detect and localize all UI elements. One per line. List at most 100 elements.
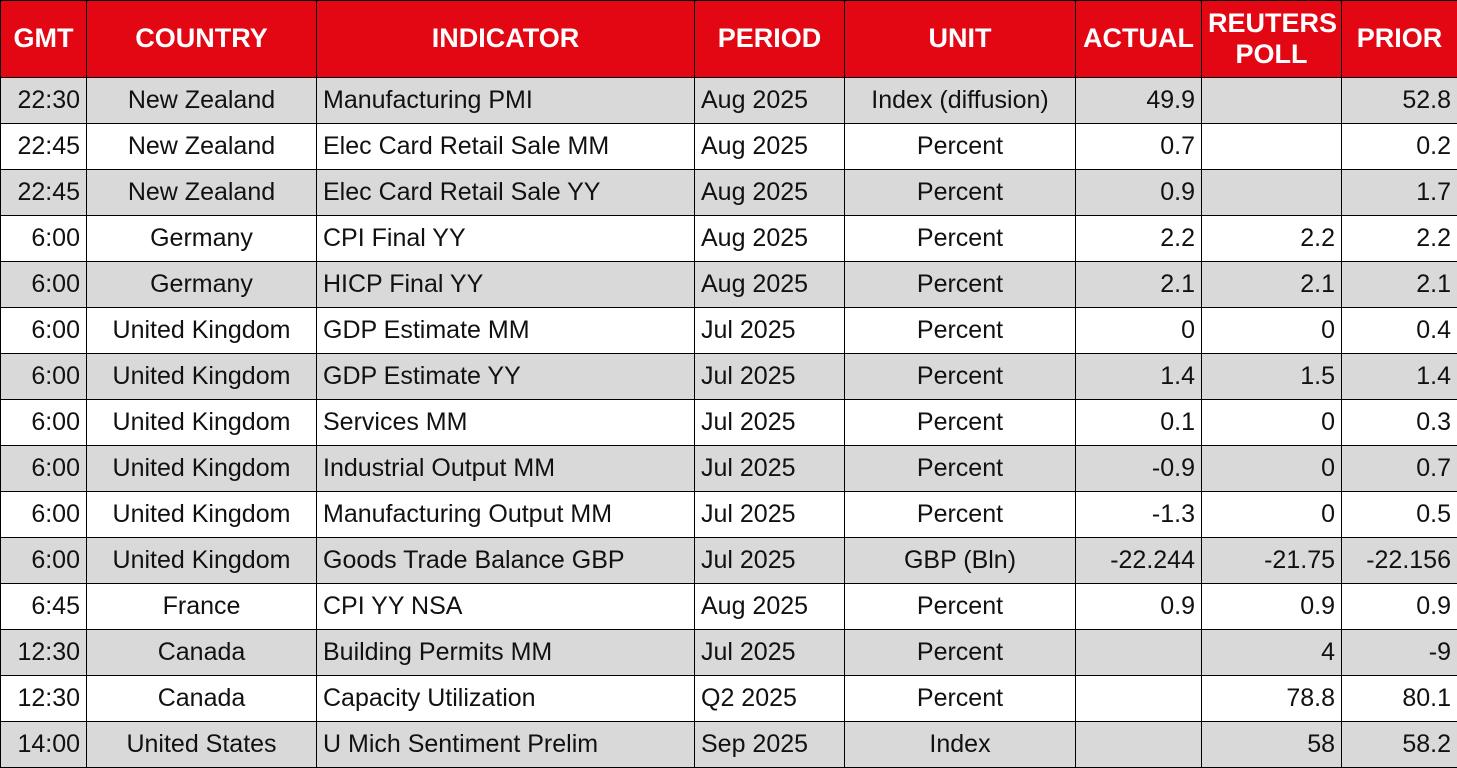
cell-gmt: 6:00 xyxy=(1,308,87,354)
cell-actual xyxy=(1076,676,1202,722)
cell-prior: 52.8 xyxy=(1342,78,1457,124)
cell-country: United Kingdom xyxy=(87,354,317,400)
cell-reuters-poll xyxy=(1202,78,1342,124)
cell-indicator: CPI YY NSA xyxy=(317,584,695,630)
cell-gmt: 12:30 xyxy=(1,630,87,676)
cell-unit: Percent xyxy=(845,584,1076,630)
cell-period: Aug 2025 xyxy=(695,584,845,630)
cell-actual: -0.9 xyxy=(1076,446,1202,492)
cell-unit: Percent xyxy=(845,216,1076,262)
cell-country: France xyxy=(87,584,317,630)
cell-period: Jul 2025 xyxy=(695,354,845,400)
cell-reuters-poll: 0 xyxy=(1202,400,1342,446)
cell-reuters-poll: 0 xyxy=(1202,308,1342,354)
cell-actual: -22.244 xyxy=(1076,538,1202,584)
cell-gmt: 14:00 xyxy=(1,722,87,768)
cell-period: Q2 2025 xyxy=(695,676,845,722)
cell-unit: Percent xyxy=(845,262,1076,308)
cell-prior: 1.4 xyxy=(1342,354,1457,400)
cell-indicator: HICP Final YY xyxy=(317,262,695,308)
cell-actual: 0.9 xyxy=(1076,584,1202,630)
cell-actual: 1.4 xyxy=(1076,354,1202,400)
cell-actual xyxy=(1076,630,1202,676)
cell-country: United States xyxy=(87,722,317,768)
cell-gmt: 6:00 xyxy=(1,216,87,262)
cell-actual xyxy=(1076,722,1202,768)
cell-period: Aug 2025 xyxy=(695,262,845,308)
cell-indicator: Services MM xyxy=(317,400,695,446)
cell-period: Jul 2025 xyxy=(695,492,845,538)
cell-prior: 0.3 xyxy=(1342,400,1457,446)
cell-prior: 58.2 xyxy=(1342,722,1457,768)
cell-actual: 49.9 xyxy=(1076,78,1202,124)
cell-period: Aug 2025 xyxy=(695,124,845,170)
cell-indicator: CPI Final YY xyxy=(317,216,695,262)
cell-reuters-poll xyxy=(1202,170,1342,216)
header-period: PERIOD xyxy=(695,1,845,78)
cell-indicator: Elec Card Retail Sale YY xyxy=(317,170,695,216)
cell-indicator: Capacity Utilization xyxy=(317,676,695,722)
cell-gmt: 6:45 xyxy=(1,584,87,630)
cell-period: Jul 2025 xyxy=(695,400,845,446)
cell-actual: 0.7 xyxy=(1076,124,1202,170)
cell-unit: Percent xyxy=(845,170,1076,216)
cell-unit: Percent xyxy=(845,446,1076,492)
cell-reuters-poll: -21.75 xyxy=(1202,538,1342,584)
cell-period: Aug 2025 xyxy=(695,78,845,124)
cell-unit: Percent xyxy=(845,676,1076,722)
cell-unit: Percent xyxy=(845,354,1076,400)
cell-prior: 0.5 xyxy=(1342,492,1457,538)
cell-period: Jul 2025 xyxy=(695,538,845,584)
cell-reuters-poll: 58 xyxy=(1202,722,1342,768)
cell-indicator: Goods Trade Balance GBP xyxy=(317,538,695,584)
cell-actual: 2.1 xyxy=(1076,262,1202,308)
cell-period: Sep 2025 xyxy=(695,722,845,768)
cell-gmt: 6:00 xyxy=(1,354,87,400)
header-gmt: GMT xyxy=(1,1,87,78)
cell-reuters-poll: 2.2 xyxy=(1202,216,1342,262)
cell-indicator: U Mich Sentiment Prelim xyxy=(317,722,695,768)
cell-unit: Percent xyxy=(845,492,1076,538)
cell-reuters-poll xyxy=(1202,124,1342,170)
header-actual: ACTUAL xyxy=(1076,1,1202,78)
cell-period: Jul 2025 xyxy=(695,308,845,354)
cell-gmt: 6:00 xyxy=(1,446,87,492)
cell-unit: GBP (Bln) xyxy=(845,538,1076,584)
cell-prior: 0.9 xyxy=(1342,584,1457,630)
cell-indicator: Industrial Output MM xyxy=(317,446,695,492)
cell-gmt: 22:45 xyxy=(1,170,87,216)
cell-country: United Kingdom xyxy=(87,538,317,584)
cell-country: Canada xyxy=(87,676,317,722)
header-row: GMT COUNTRY INDICATOR PERIOD UNIT ACTUAL… xyxy=(1,1,1457,78)
header-country: COUNTRY xyxy=(87,1,317,78)
cell-unit: Percent xyxy=(845,124,1076,170)
cell-indicator: Manufacturing Output MM xyxy=(317,492,695,538)
cell-period: Jul 2025 xyxy=(695,446,845,492)
cell-reuters-poll: 78.8 xyxy=(1202,676,1342,722)
cell-actual: 0.9 xyxy=(1076,170,1202,216)
cell-prior: 0.2 xyxy=(1342,124,1457,170)
cell-gmt: 6:00 xyxy=(1,492,87,538)
cell-country: United Kingdom xyxy=(87,492,317,538)
cell-country: Canada xyxy=(87,630,317,676)
cell-reuters-poll: 0 xyxy=(1202,446,1342,492)
header-poll-line2: POLL xyxy=(1208,39,1335,70)
header-poll-line1: REUTERS xyxy=(1208,8,1335,39)
cell-reuters-poll: 0.9 xyxy=(1202,584,1342,630)
cell-gmt: 22:45 xyxy=(1,124,87,170)
table-header: GMT COUNTRY INDICATOR PERIOD UNIT ACTUAL… xyxy=(1,1,1457,78)
cell-reuters-poll: 2.1 xyxy=(1202,262,1342,308)
cell-indicator: Elec Card Retail Sale MM xyxy=(317,124,695,170)
cell-gmt: 6:00 xyxy=(1,400,87,446)
cell-actual: 0 xyxy=(1076,308,1202,354)
cell-prior: 0.4 xyxy=(1342,308,1457,354)
